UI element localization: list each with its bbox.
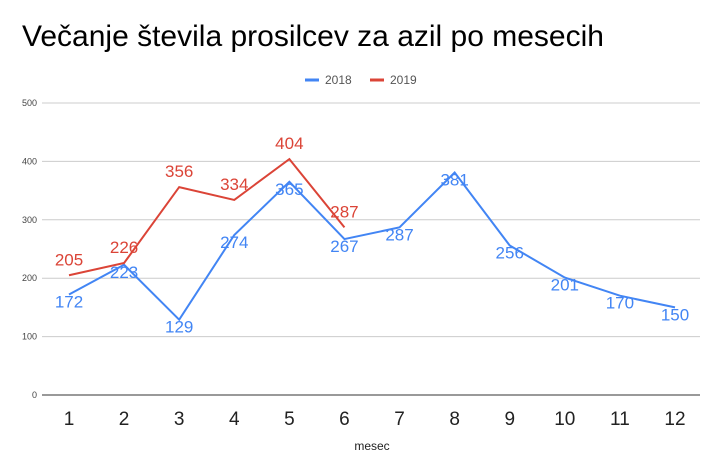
- data-label-2019: 356: [165, 162, 193, 181]
- data-label-2019: 287: [330, 202, 358, 221]
- data-label-2018: 287: [385, 225, 413, 244]
- legend-label-2018: 2018: [325, 73, 352, 87]
- chart-title: Večanje števila prosilcev za azil po mes…: [22, 20, 604, 53]
- x-tick-label: 11: [610, 409, 630, 430]
- series-line-2019: [68, 157, 346, 277]
- data-label-2018: 256: [496, 243, 524, 262]
- data-label-2018: 201: [551, 276, 579, 295]
- x-tick-label: 12: [664, 409, 685, 430]
- data-label-2018: 267: [330, 237, 358, 256]
- data-label-2019: 404: [275, 134, 303, 153]
- x-tick-label: 6: [339, 409, 350, 430]
- y-tick-label: 500: [22, 98, 37, 108]
- x-tick-label: 5: [284, 409, 295, 430]
- data-label-2019: 226: [110, 238, 138, 257]
- y-tick-label: 200: [22, 273, 37, 283]
- y-tick-label: 300: [22, 215, 37, 225]
- x-tick-label: 3: [174, 409, 185, 430]
- x-tick-label: 1: [64, 409, 75, 430]
- data-label-2018: 223: [110, 263, 138, 282]
- data-label-2019: 334: [220, 175, 248, 194]
- data-label-2018: 274: [220, 233, 248, 252]
- x-tick-label: 9: [504, 409, 515, 430]
- x-tick-label: 10: [554, 409, 575, 430]
- data-label-2018: 170: [606, 294, 634, 313]
- data-label-2018: 129: [165, 318, 193, 337]
- x-tick-label: 4: [229, 409, 240, 430]
- y-tick-label: 0: [32, 390, 37, 400]
- data-label-2019: 205: [55, 250, 83, 269]
- series-line-2018: [68, 170, 676, 322]
- data-label-2018: 150: [661, 305, 689, 324]
- legend-label-2019: 2019: [390, 73, 417, 87]
- x-axis-label: mesec: [354, 439, 389, 453]
- x-tick-label: 8: [449, 409, 460, 430]
- data-label-2018: 172: [55, 293, 83, 312]
- x-tick-label: 7: [394, 409, 405, 430]
- data-label-2018: 365: [275, 180, 303, 199]
- data-label-2018: 381: [440, 170, 468, 189]
- y-tick-label: 100: [22, 332, 37, 342]
- x-tick-label: 2: [119, 409, 130, 430]
- y-tick-label: 400: [22, 156, 37, 166]
